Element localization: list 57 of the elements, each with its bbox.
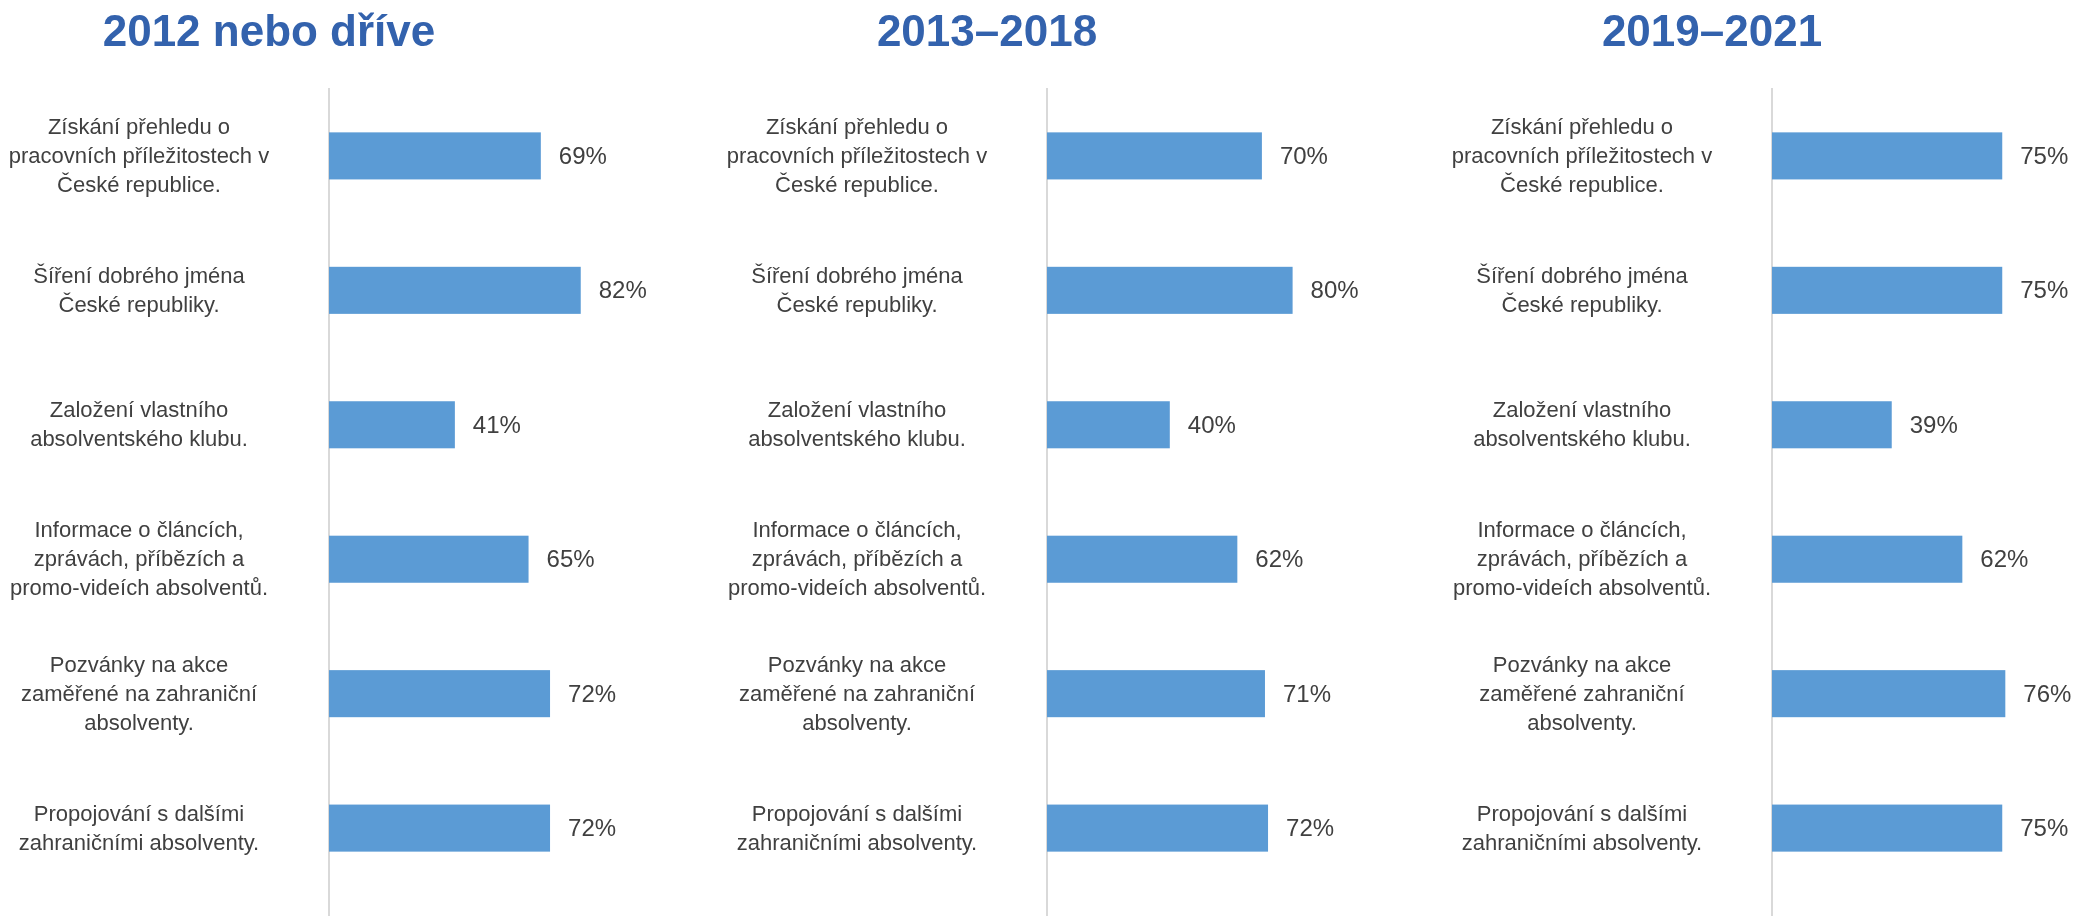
bar bbox=[1047, 132, 1262, 180]
y-tick-label: Získání přehledu o pracovních příležitostech v České republice. bbox=[1451, 113, 1713, 197]
data-label: 80% bbox=[1310, 276, 1359, 304]
y-tick-label: Informace o článcích, zprávách, příbězích a promo-videích absolventů. bbox=[727, 517, 987, 601]
chart-title: 2013–2018 bbox=[876, 6, 1098, 55]
data-label: 39% bbox=[1909, 410, 1958, 438]
y-tick-label: Založení vlastního absolventského klubu. bbox=[1473, 397, 1691, 452]
data-label: 65% bbox=[546, 545, 595, 573]
chart-title: 2012 nebo dříve bbox=[102, 6, 436, 55]
y-tick-label: Získání přehledu o pracovních příležitostech v České republice. bbox=[8, 113, 270, 197]
data-label: 72% bbox=[1286, 814, 1335, 842]
bar bbox=[329, 132, 541, 180]
y-tick-label: Propojování s dalšími zahraničními absolventy. bbox=[1461, 800, 1703, 855]
bar bbox=[329, 535, 529, 583]
bar bbox=[1772, 132, 2003, 180]
y-tick-label: Šíření dobrého jména České republiky. bbox=[1476, 262, 1689, 317]
y-tick-label: Pozvánky na akce zaměřené na zahraniční absolventy. bbox=[20, 651, 258, 735]
bar bbox=[1772, 535, 1963, 583]
y-tick-label: Informace o článcích, zprávách, příbězích a promo-videích absolventů. bbox=[1452, 517, 1712, 601]
data-label: 72% bbox=[568, 814, 617, 842]
bar bbox=[1047, 266, 1293, 314]
y-tick-label: Propojování s dalšími zahraničními absolventy. bbox=[18, 800, 260, 855]
bar bbox=[1047, 670, 1265, 718]
bar bbox=[1047, 535, 1238, 583]
bar bbox=[329, 670, 551, 718]
data-label: 75% bbox=[2020, 141, 2069, 169]
bar bbox=[1772, 670, 2006, 718]
y-tick-label: Pozvánky na akce zaměřené zahraniční absolventy. bbox=[1479, 651, 1685, 735]
chart-title: 2019–2021 bbox=[1601, 6, 1823, 55]
data-label: 82% bbox=[598, 276, 647, 304]
bar bbox=[1047, 804, 1269, 852]
y-tick-label: Založení vlastního absolventského klubu. bbox=[748, 397, 966, 452]
bar bbox=[1047, 401, 1170, 449]
bar bbox=[329, 401, 455, 449]
bar bbox=[329, 804, 551, 852]
bar bbox=[1772, 266, 2003, 314]
data-label: 75% bbox=[2020, 814, 2069, 842]
y-tick-label: Šíření dobrého jména České republiky. bbox=[751, 262, 964, 317]
y-tick-label: Získání přehledu o pracovních příležitostech v České republice. bbox=[726, 113, 988, 197]
data-label: 72% bbox=[568, 679, 617, 707]
bar bbox=[1772, 401, 1892, 449]
data-label: 40% bbox=[1187, 410, 1236, 438]
data-label: 62% bbox=[1980, 545, 2029, 573]
data-label: 62% bbox=[1255, 545, 1304, 573]
y-tick-label: Šíření dobrého jména České republiky. bbox=[33, 262, 246, 317]
data-label: 76% bbox=[2023, 679, 2072, 707]
data-label: 70% bbox=[1279, 141, 1328, 169]
y-tick-label: Založení vlastního absolventského klubu. bbox=[30, 397, 248, 452]
data-label: 71% bbox=[1282, 679, 1332, 707]
bar bbox=[329, 266, 581, 314]
data-label: 75% bbox=[2020, 276, 2069, 304]
data-label: 69% bbox=[558, 141, 607, 169]
y-tick-label: Pozvánky na akce zaměřené na zahraniční absolventy. bbox=[738, 651, 976, 735]
y-tick-label: Propojování s dalšími zahraničními absolventy. bbox=[736, 800, 978, 855]
y-tick-label: Informace o článcích, zprávách, příbězích a promo-videích absolventů. bbox=[9, 517, 269, 601]
data-label: 41% bbox=[472, 410, 521, 438]
bar bbox=[1772, 804, 2003, 852]
